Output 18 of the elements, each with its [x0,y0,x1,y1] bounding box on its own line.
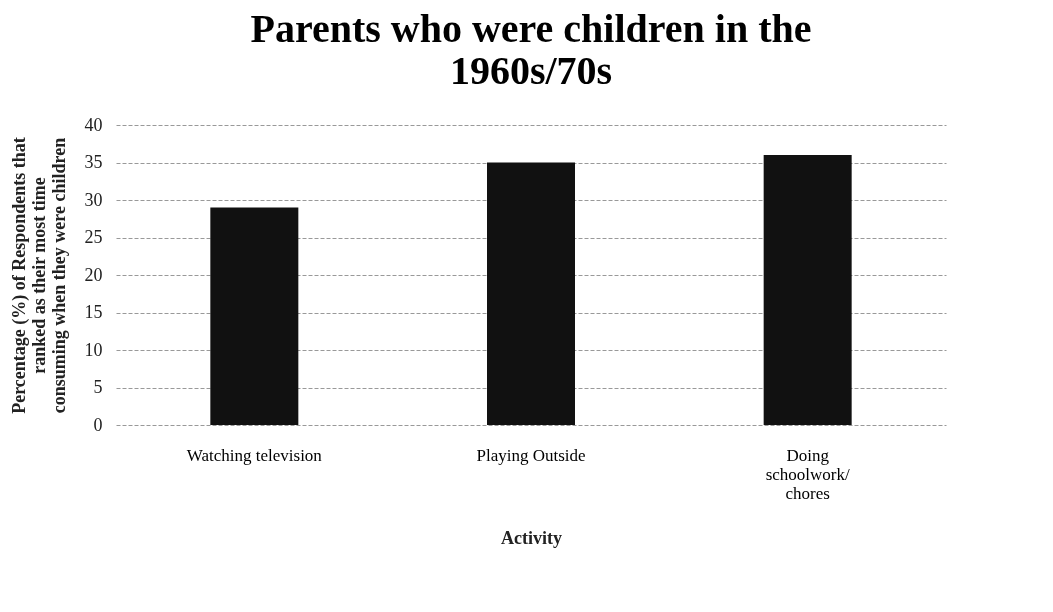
x-axis-title: Activity [501,527,562,548]
y-tick-label: 30 [84,189,103,210]
bar [487,162,575,425]
y-tick-label: 20 [84,264,103,285]
bar [210,207,299,425]
chart-title: Parents who were children in the 1960s/70s [250,6,812,93]
bar [763,155,852,425]
x-tick-label: Watching television [186,445,323,465]
x-tick-label: Playing Outside [476,445,586,465]
y-tick-label: 25 [84,227,103,247]
y-tick-label: 15 [84,302,103,322]
y-axis-title: Percentage (%) of Respondents that ranked as their most time consuming when they were children [8,137,69,414]
y-tick-label: 40 [84,114,103,135]
y-tick-label: 35 [84,152,103,172]
y-tick-label: 10 [84,339,103,360]
y-tick-label: 5 [93,377,103,397]
x-tick-label: Doing schoolwork/ chores [765,445,850,503]
y-tick-label: 0 [93,414,103,435]
